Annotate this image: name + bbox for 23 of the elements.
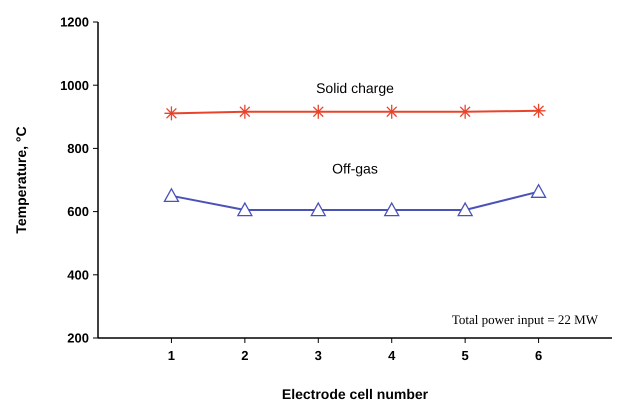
y-tick-label: 600	[67, 204, 89, 220]
x-tick-label: 3	[314, 348, 322, 363]
y-tick-label: 400	[67, 267, 89, 282]
x-tick-label: 4	[388, 348, 396, 363]
x-tick-label: 6	[534, 348, 542, 363]
text: Off-gas	[332, 160, 378, 177]
point	[310, 202, 326, 216]
x-tick-label: 2	[241, 348, 248, 363]
point	[457, 202, 473, 216]
x-tick-label: 1	[168, 348, 176, 363]
series-label: Solid charge	[316, 80, 394, 96]
x-tick-label: 5	[462, 348, 469, 363]
point	[237, 202, 253, 216]
y-tick-label: 800	[67, 140, 89, 156]
point	[384, 202, 400, 216]
x-axis-title: Electrode cell number	[282, 386, 429, 402]
annotation: Total power input = 22 MW	[452, 312, 599, 327]
point	[164, 188, 180, 202]
point	[530, 184, 546, 198]
y-tick-label: 1200	[60, 14, 89, 30]
y-tick-label: 200	[67, 330, 89, 346]
y-tick-label: 1000	[60, 78, 89, 93]
y-axis-title: Temperature, °C	[13, 126, 29, 234]
